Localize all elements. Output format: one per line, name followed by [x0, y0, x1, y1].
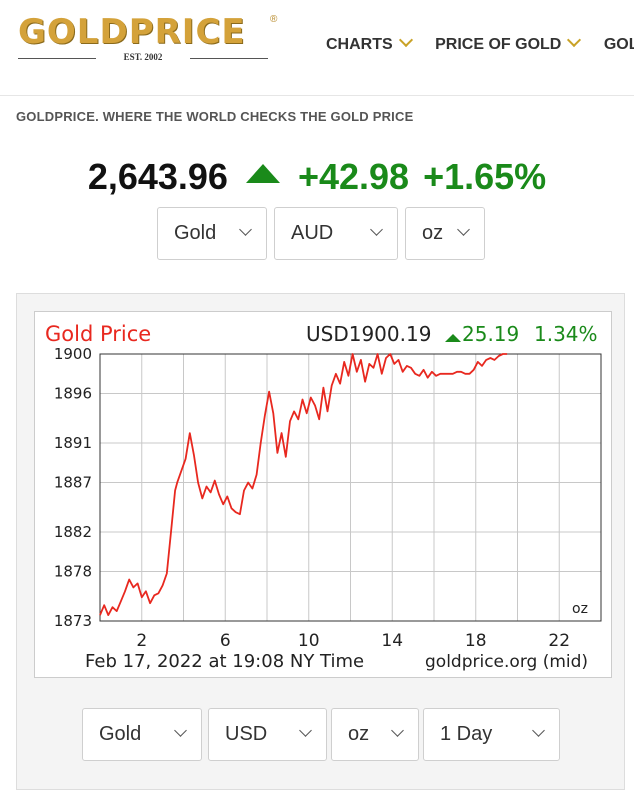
metal-select[interactable]: Gold — [157, 207, 267, 260]
price-series-line — [99, 353, 508, 617]
nav-item-label: CHARTS — [326, 36, 393, 53]
chart-source: goldprice.org (mid) — [425, 652, 588, 672]
chart-unit-select[interactable]: oz — [331, 708, 419, 761]
chevron-down-icon — [398, 32, 413, 48]
chart-unit-select-value: oz — [348, 723, 370, 745]
tagline: GOLDPRICE. WHERE THE WORLD CHECKS THE GO… — [16, 109, 414, 124]
logo-wordmark: GOLDPRICE — [18, 12, 246, 52]
nav-item-price-of-gold[interactable]: PRICE OF GOLD — [435, 32, 582, 54]
price-change-percent: +1.65% — [423, 156, 547, 197]
chart-widget: Gold Price USD1900.19 25.19 1.34% 1900 18… — [34, 311, 612, 678]
nav-item-charts[interactable]: CHARTS — [326, 32, 413, 54]
chart-unit-label: oz — [572, 601, 588, 617]
chart-metal-select-value: Gold — [99, 723, 142, 745]
gold-price-value: 2,643.96 — [87, 156, 228, 197]
y-tick-label: 1882 — [54, 523, 92, 541]
chart-period-select-value: 1 Day — [440, 723, 493, 745]
y-tick-label: 1900 — [54, 345, 92, 363]
logo-rule-right — [190, 58, 268, 59]
chart-metal-select[interactable]: Gold — [82, 708, 202, 761]
chart-current-price: USD1900.19 — [306, 322, 431, 346]
y-tick-label: 1878 — [54, 563, 92, 581]
chart-currency-select[interactable]: USD — [208, 708, 327, 761]
price-change: +42.98 — [297, 156, 410, 197]
x-axis-ticks: 2 6 10 14 18 22 — [136, 631, 570, 651]
chart-title: Gold Price — [45, 322, 151, 346]
logo-registered-mark: ® — [270, 14, 278, 25]
goldprice-logo[interactable]: GOLDPRICE ® EST. 2002 — [18, 14, 278, 66]
gold-price-chart: Gold Price USD1900.19 25.19 1.34% 1900 18… — [45, 322, 602, 672]
chevron-down-icon — [174, 724, 187, 737]
x-tick-label: 10 — [298, 631, 320, 651]
gold-price-headline: 2,643.96 +42.98 +1.65% — [0, 156, 634, 198]
chart-change: 25.19 — [462, 322, 519, 346]
main-nav: CHARTS PRICE OF GOLD GOLD — [326, 32, 634, 54]
chevron-down-icon — [457, 223, 470, 236]
nav-item-label: GOLD — [603, 36, 634, 53]
chevron-down-icon — [239, 223, 252, 236]
chart-timestamp: Feb 17, 2022 at 19:08 NY Time — [85, 651, 364, 672]
y-tick-label: 1891 — [54, 434, 92, 452]
logo-rule-left — [18, 58, 96, 59]
plot-frame — [99, 353, 602, 622]
nav-item-gold[interactable]: GOLD — [604, 36, 634, 54]
x-tick-label: 14 — [381, 631, 403, 651]
logo-est: EST. 2002 — [123, 52, 163, 62]
y-tick-label: 1896 — [54, 385, 92, 403]
site-header: GOLDPRICE ® EST. 2002 CHARTS PRICE OF GO… — [0, 0, 634, 96]
chevron-down-icon — [532, 724, 545, 737]
chevron-down-icon — [299, 724, 312, 737]
x-tick-label: 22 — [548, 631, 570, 651]
currency-select-value: AUD — [291, 222, 334, 244]
unit-select-value: oz — [422, 222, 444, 244]
unit-select[interactable]: oz — [405, 207, 485, 260]
chart-up-arrow-icon — [445, 334, 461, 342]
chart-change-percent: 1.34% — [534, 322, 598, 346]
x-tick-label: 18 — [465, 631, 487, 651]
chevron-down-icon — [567, 32, 582, 48]
y-tick-label: 1887 — [54, 474, 92, 492]
y-axis-ticks: 1900 1896 1891 1887 1882 1878 1873 — [54, 345, 92, 630]
chevron-down-icon — [391, 724, 404, 737]
chevron-down-icon — [370, 223, 383, 236]
x-tick-label: 6 — [220, 631, 231, 651]
chart-currency-select-value: USD — [225, 723, 268, 745]
currency-select[interactable]: AUD — [274, 207, 398, 260]
y-tick-label: 1873 — [54, 612, 92, 630]
up-arrow-icon — [245, 164, 280, 183]
chart-series — [99, 353, 508, 617]
x-tick-label: 2 — [136, 631, 147, 651]
nav-item-label: PRICE OF GOLD — [435, 36, 562, 53]
chart-period-select[interactable]: 1 Day — [423, 708, 560, 761]
metal-select-value: Gold — [174, 222, 217, 244]
